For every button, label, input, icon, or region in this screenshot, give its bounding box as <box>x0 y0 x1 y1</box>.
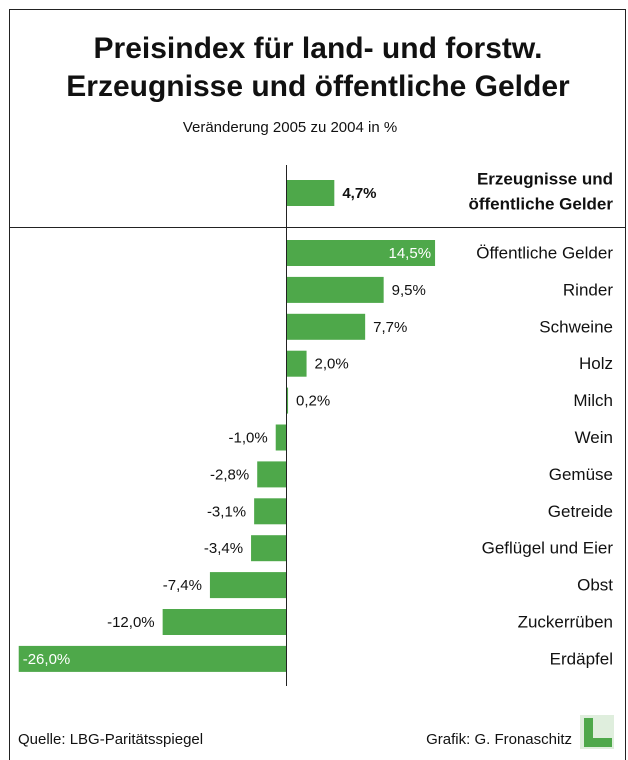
credit: Grafik: G. Fronaschitz <box>426 731 572 748</box>
category-label: Öffentliche Gelder <box>476 243 613 262</box>
logo <box>580 715 614 749</box>
category-label: Holz <box>579 354 613 373</box>
value-label: -26,0% <box>23 651 71 668</box>
value-label: 14,5% <box>389 245 432 262</box>
value-label: -2,8% <box>210 466 249 483</box>
category-label: Getreide <box>548 502 613 521</box>
category-label: Zuckerrüben <box>518 612 613 631</box>
value-label: 9,5% <box>392 282 426 299</box>
bar <box>286 180 335 206</box>
bar <box>286 387 289 414</box>
category-label: Wein <box>575 428 613 447</box>
bar <box>286 276 384 303</box>
bar <box>18 645 286 672</box>
chart-title: Erzeugnisse und öffentliche Gelder <box>66 70 570 103</box>
frame <box>9 9 626 760</box>
source: Quelle: LBG-Paritätsspiegel <box>18 731 203 748</box>
value-label: 0,2% <box>296 393 330 410</box>
bar <box>286 313 366 340</box>
value-label: 7,7% <box>373 319 407 336</box>
summary-name: Erzeugnisse und <box>477 169 613 188</box>
category-label: Erdäpfel <box>550 649 613 668</box>
value-label: 2,0% <box>315 356 349 373</box>
summary-name: öffentliche Gelder <box>468 194 613 213</box>
bar <box>286 350 307 377</box>
category-label: Milch <box>573 391 613 410</box>
category-label: Geflügel und Eier <box>482 539 614 558</box>
category-label: Gemüse <box>549 465 613 484</box>
value-label: 4,7% <box>342 185 376 202</box>
bar <box>257 461 286 488</box>
value-label: -12,0% <box>107 614 155 631</box>
bar <box>286 240 436 266</box>
chart-title: Preisindex für land- und forstw. <box>94 32 543 65</box>
chart-subtitle: Veränderung 2005 zu 2004 in % <box>183 119 397 136</box>
category-label: Schweine <box>539 317 613 336</box>
value-label: -1,0% <box>229 429 268 446</box>
bar <box>251 535 286 562</box>
category-label: Obst <box>577 576 613 595</box>
value-label: -3,4% <box>204 540 243 557</box>
value-label: -7,4% <box>163 577 202 594</box>
bar <box>209 572 286 599</box>
bar <box>254 498 286 525</box>
category-label: Rinder <box>563 280 613 299</box>
bar <box>162 609 286 635</box>
bar <box>275 424 286 451</box>
value-label: -3,1% <box>207 503 246 520</box>
